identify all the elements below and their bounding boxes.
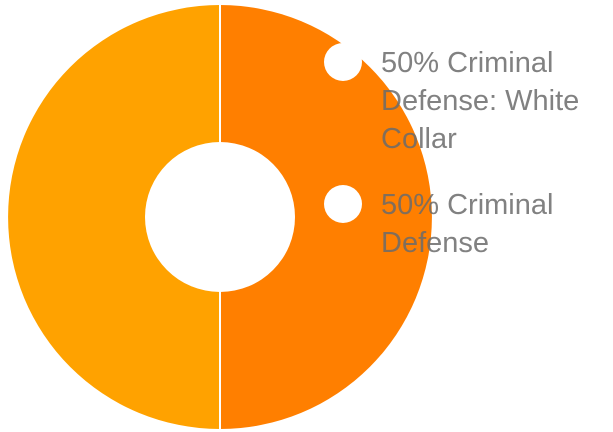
legend-label-line: Collar xyxy=(381,123,457,155)
legend-label-line: 50% Criminal xyxy=(381,189,553,221)
legend-entry-2: 50% Criminal Defense xyxy=(324,185,553,259)
legend-marker xyxy=(324,43,362,81)
chart-slices xyxy=(8,5,432,429)
legend-entry-1: 50% Criminal Defense: White Collar xyxy=(324,43,579,155)
legend-label-line: 50% Criminal xyxy=(381,47,553,79)
legend-marker xyxy=(324,185,362,223)
donut-hole xyxy=(145,142,295,292)
slice-2 xyxy=(8,5,221,429)
slice-1 xyxy=(220,5,432,429)
legend-label-line: Defense xyxy=(381,227,489,259)
legend-label-line: Defense: White xyxy=(381,85,579,117)
